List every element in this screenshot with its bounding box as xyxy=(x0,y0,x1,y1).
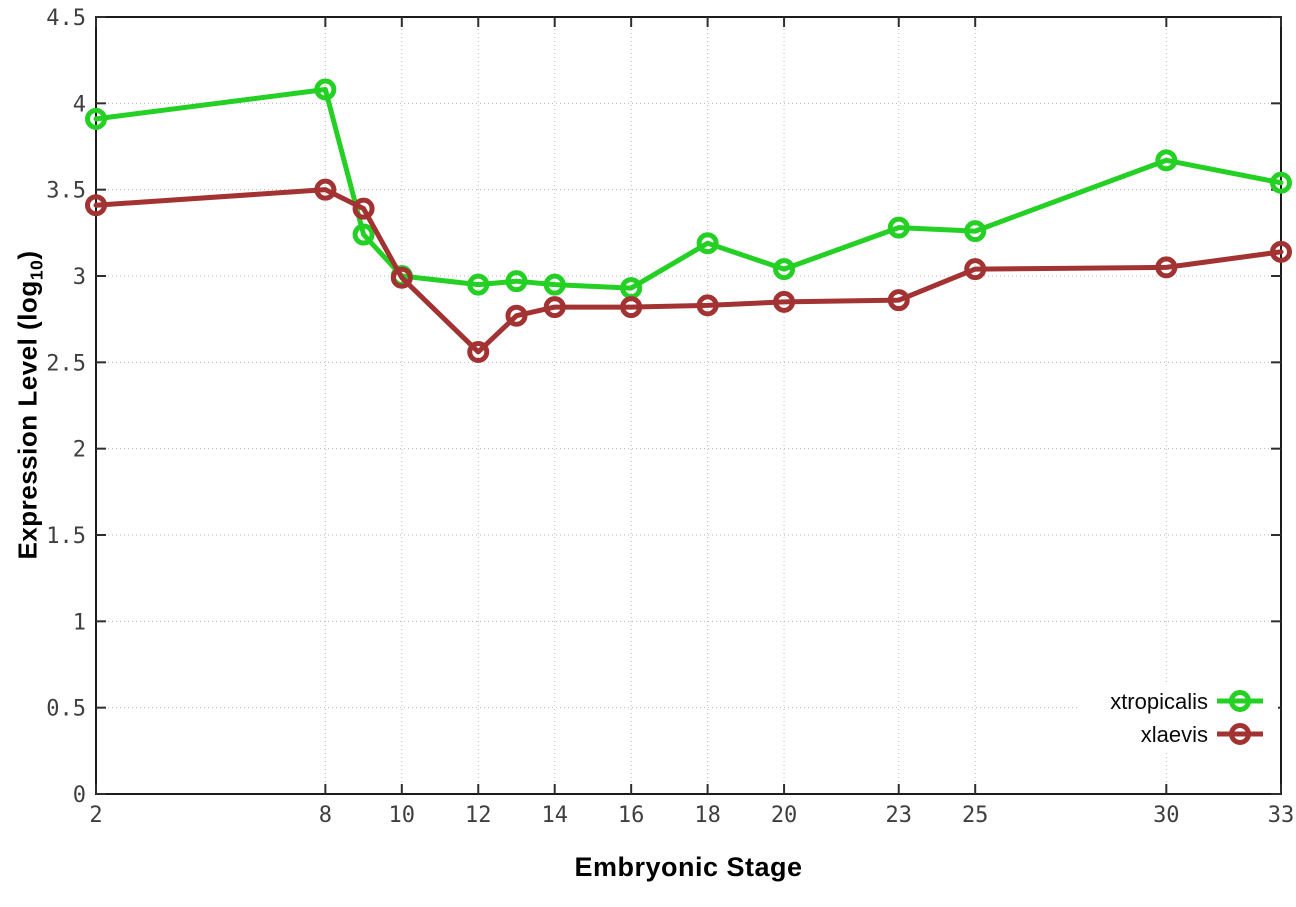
series-point-xlaevis xyxy=(467,340,490,363)
series-point-xtropicalis xyxy=(85,107,107,130)
legend-label-xlaevis: xlaevis xyxy=(1141,722,1208,747)
series-point-xtropicalis xyxy=(505,270,528,293)
series-point-xlaevis xyxy=(314,178,337,201)
series-line-xtropicalis xyxy=(93,87,1284,291)
series-point-xtropicalis xyxy=(467,273,490,296)
y-tick-label: 2.5 xyxy=(46,351,86,376)
y-tick-label: 2 xyxy=(73,438,86,463)
series-point-xlaevis xyxy=(543,296,566,319)
series-point-xlaevis xyxy=(390,266,413,289)
x-tick-label: 23 xyxy=(885,803,912,828)
y-tick-label: 4.5 xyxy=(46,6,86,31)
legend-marker-xtropicalis xyxy=(1229,690,1251,712)
series-point-xlaevis xyxy=(620,296,643,319)
series-point-xlaevis xyxy=(773,290,796,313)
y-tick-label: 1.5 xyxy=(46,524,86,549)
plot-border xyxy=(95,16,1282,795)
y-axis-title: Expression Level (log10) xyxy=(12,250,47,559)
series-point-xlaevis xyxy=(352,197,375,220)
y-tick-label: 0.5 xyxy=(46,697,86,722)
legend-marker-xlaevis xyxy=(1229,723,1251,745)
series-point-xtropicalis xyxy=(314,78,337,101)
series-point-xlaevis xyxy=(887,289,910,312)
x-tick-label: 18 xyxy=(694,803,721,828)
x-tick-label: 16 xyxy=(618,803,645,828)
x-tick-label: 10 xyxy=(389,803,416,828)
series-point-xtropicalis xyxy=(1270,171,1292,194)
y-tick-label: 3 xyxy=(73,265,86,290)
series-point-xlaevis xyxy=(505,304,528,327)
series-point-xtropicalis xyxy=(543,273,566,296)
series-point-xlaevis xyxy=(1155,256,1178,279)
y-tick-label: 4 xyxy=(73,92,86,117)
x-tick-label: 8 xyxy=(319,803,332,828)
x-tick-label: 30 xyxy=(1153,803,1180,828)
y-tick-label: 0 xyxy=(73,783,86,808)
x-tick-label: 20 xyxy=(771,803,798,828)
series-point-xtropicalis xyxy=(964,220,987,243)
series-point-xtropicalis xyxy=(696,232,719,255)
y-tick-label: 1 xyxy=(73,610,86,635)
x-tick-label: 12 xyxy=(465,803,492,828)
x-axis-title: Embryonic Stage xyxy=(574,852,803,882)
y-axis-title-suffix: ) xyxy=(12,250,43,260)
series-point-xlaevis xyxy=(696,294,719,317)
y-axis-title-text: Expression Level (log xyxy=(12,280,43,560)
series-point-xtropicalis xyxy=(887,216,910,239)
series-point-xlaevis xyxy=(964,258,987,281)
legend-label-xtropicalis: xtropicalis xyxy=(1110,689,1208,714)
series-line-xlaevis xyxy=(93,187,1284,355)
series-point-xtropicalis xyxy=(773,258,796,281)
series-point-xlaevis xyxy=(1270,240,1292,263)
series-point-xtropicalis xyxy=(352,223,375,246)
x-tick-label: 25 xyxy=(962,803,989,828)
series-point-xlaevis xyxy=(85,194,107,217)
y-tick-label: 3.5 xyxy=(46,179,86,204)
x-tick-label: 2 xyxy=(89,803,102,828)
x-tick-label: 14 xyxy=(541,803,568,828)
x-tick-label: 33 xyxy=(1268,803,1295,828)
y-axis-title-subscript: 10 xyxy=(26,259,47,281)
series-point-xtropicalis xyxy=(1155,149,1178,172)
